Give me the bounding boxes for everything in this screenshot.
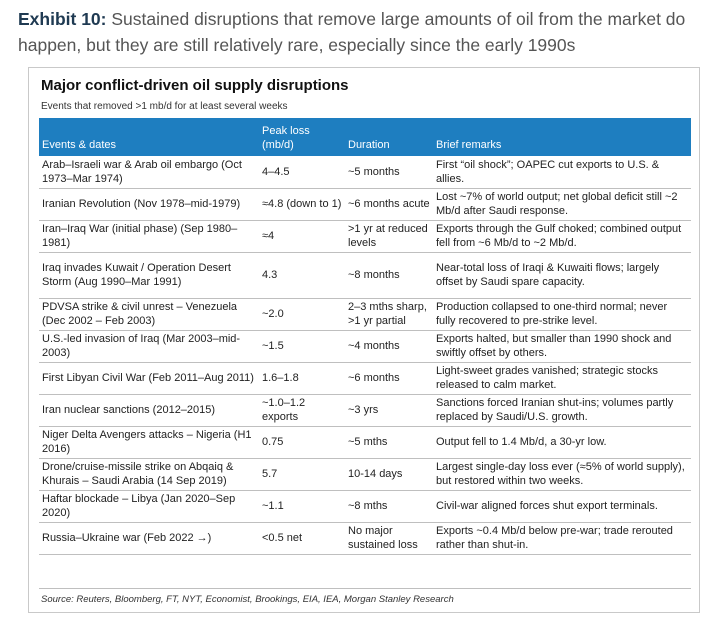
cell-duration: 10-14 days xyxy=(345,458,433,491)
cell-remarks: Near-total loss of Iraqi & Kuwaiti flows… xyxy=(433,252,691,299)
table-row: U.S.-led invasion of Iraq (Mar 2003–mid-… xyxy=(39,330,691,363)
cell-remarks: Exports through the Gulf choked; combine… xyxy=(433,220,691,253)
cell-peak-loss: ~1.5 xyxy=(259,330,345,363)
header-peak-loss: Peak loss (mb/d) xyxy=(259,118,345,156)
table-row: Russia–Ukraine war (Feb 2022 →) <0.5 net N… xyxy=(39,522,691,555)
table-row: Haftar blockade – Libya (Jan 2020–Sep 20… xyxy=(39,490,691,523)
table-card: Major conflict-driven oil supply disrupt… xyxy=(28,67,700,613)
table-row: Iranian Revolution (Nov 1978–mid-1979) ≈4… xyxy=(39,188,691,221)
cell-peak-loss: 0.75 xyxy=(259,426,345,459)
cell-peak-loss: ≈4.8 (down to 1) xyxy=(259,188,345,221)
table-subtitle: Events that removed >1 mb/d for at least… xyxy=(41,101,288,112)
cell-event: Iraq invades Kuwait / Operation Desert S… xyxy=(39,252,259,299)
cell-duration: ~6 months acute xyxy=(345,188,433,221)
table-row: Arab–Israeli war & Arab oil embargo (Oct… xyxy=(39,156,691,189)
table-row: Iran–Iraq War (initial phase) (Sep 1980–… xyxy=(39,220,691,253)
cell-duration: No major sustained loss xyxy=(345,522,433,555)
table-row: Iraq invades Kuwait / Operation Desert S… xyxy=(39,252,691,299)
cell-remarks: Exports halted, but smaller than 1990 sh… xyxy=(433,330,691,363)
table-row: First Libyan Civil War (Feb 2011–Aug 201… xyxy=(39,362,691,395)
cell-peak-loss: ≈4 xyxy=(259,220,345,253)
cell-duration: ~3 yrs xyxy=(345,394,433,427)
cell-peak-loss: ~1.1 xyxy=(259,490,345,523)
table-row: Niger Delta Avengers attacks – Nigeria (… xyxy=(39,426,691,459)
table-header-row: Events & dates Peak loss (mb/d) Duration… xyxy=(39,118,691,156)
cell-duration: ~5 months xyxy=(345,156,433,189)
cell-duration: >1 yr at reduced levels xyxy=(345,220,433,253)
disruptions-table: Events & dates Peak loss (mb/d) Duration… xyxy=(39,118,691,555)
cell-remarks: Lost ~7% of world output; net global def… xyxy=(433,188,691,221)
cell-remarks: Production collapsed to one-third normal… xyxy=(433,298,691,331)
cell-duration: ~4 months xyxy=(345,330,433,363)
cell-event: Iran–Iraq War (initial phase) (Sep 1980–… xyxy=(39,220,259,253)
cell-peak-loss: ~2.0 xyxy=(259,298,345,331)
exhibit-label: Exhibit 10: xyxy=(18,9,107,29)
table-title: Major conflict-driven oil supply disrupt… xyxy=(41,77,349,94)
header-events: Events & dates xyxy=(39,118,259,156)
table-row: PDVSA strike & civil unrest – Venezuela … xyxy=(39,298,691,331)
cell-event: Iran nuclear sanctions (2012–2015) xyxy=(39,394,259,427)
cell-duration: ~8 mths xyxy=(345,490,433,523)
table-row: Drone/cruise-missile strike on Abqaiq & … xyxy=(39,458,691,491)
cell-remarks: First “oil shock”; OAPEC cut exports to … xyxy=(433,156,691,189)
cell-peak-loss: 5.7 xyxy=(259,458,345,491)
cell-event: PDVSA strike & civil unrest – Venezuela … xyxy=(39,298,259,331)
cell-event: Niger Delta Avengers attacks – Nigeria (… xyxy=(39,426,259,459)
cell-event: Russia–Ukraine war (Feb 2022 →) xyxy=(39,522,259,555)
cell-event: Drone/cruise-missile strike on Abqaiq & … xyxy=(39,458,259,491)
cell-remarks: Exports ~0.4 Mb/d below pre-war; trade r… xyxy=(433,522,691,555)
header-duration: Duration xyxy=(345,118,433,156)
header-remarks: Brief remarks xyxy=(433,118,691,156)
cell-peak-loss: 1.6–1.8 xyxy=(259,362,345,395)
cell-duration: ~6 months xyxy=(345,362,433,395)
cell-event: Haftar blockade – Libya (Jan 2020–Sep 20… xyxy=(39,490,259,523)
source-divider xyxy=(39,588,691,589)
cell-remarks: Sanctions forced Iranian shut-ins; volum… xyxy=(433,394,691,427)
cell-peak-loss: 4.3 xyxy=(259,252,345,299)
cell-remarks: Light-sweet grades vanished; strategic s… xyxy=(433,362,691,395)
cell-event: First Libyan Civil War (Feb 2011–Aug 201… xyxy=(39,362,259,395)
table-row: Iran nuclear sanctions (2012–2015) ~1.0–1… xyxy=(39,394,691,427)
exhibit-text: Sustained disruptions that remove large … xyxy=(18,9,686,55)
cell-duration: ~8 months xyxy=(345,252,433,299)
source-note: Source: Reuters, Bloomberg, FT, NYT, Eco… xyxy=(41,594,454,605)
cell-peak-loss: 4–4.5 xyxy=(259,156,345,189)
exhibit-caption: Exhibit 10: Sustained disruptions that r… xyxy=(18,6,708,58)
cell-remarks: Output fell to 1.4 Mb/d, a 30-yr low. xyxy=(433,426,691,459)
cell-duration: 2–3 mths sharp, >1 yr partial xyxy=(345,298,433,331)
cell-event: Iranian Revolution (Nov 1978–mid-1979) xyxy=(39,188,259,221)
cell-event: U.S.-led invasion of Iraq (Mar 2003–mid-… xyxy=(39,330,259,363)
cell-peak-loss: <0.5 net xyxy=(259,522,345,555)
cell-remarks: Largest single-day loss ever (≈5% of wor… xyxy=(433,458,691,491)
cell-event: Arab–Israeli war & Arab oil embargo (Oct… xyxy=(39,156,259,189)
cell-duration: ~5 mths xyxy=(345,426,433,459)
cell-remarks: Civil-war aligned forces shut export ter… xyxy=(433,490,691,523)
cell-peak-loss: ~1.0–1.2 exports xyxy=(259,394,345,427)
